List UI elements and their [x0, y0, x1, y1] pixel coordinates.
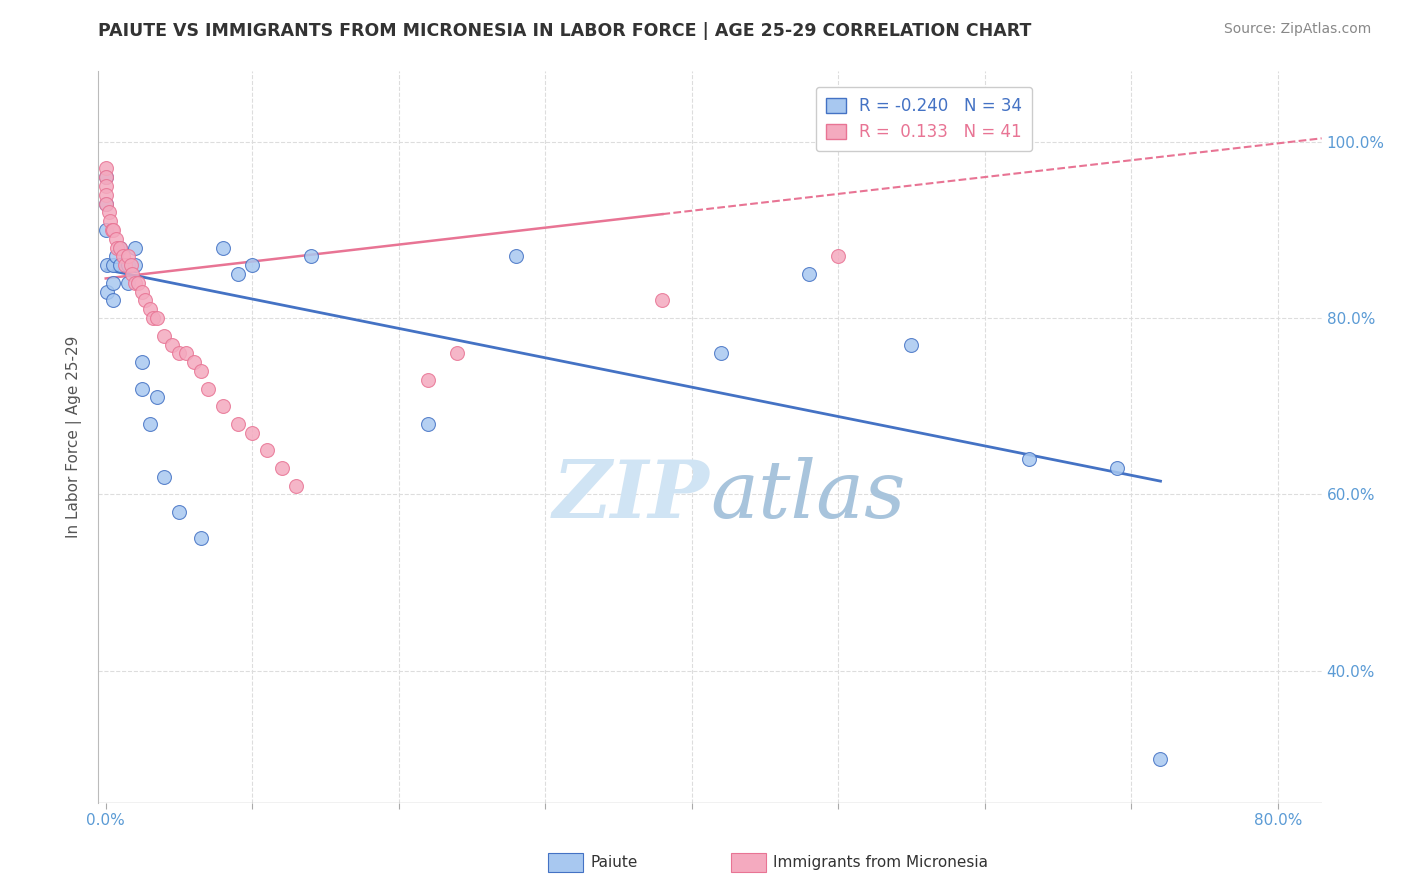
Point: [138, 417, 160, 431]
Point: [131, 355, 153, 369]
Point: [94, 170, 117, 185]
Point: [1018, 452, 1040, 467]
Point: [120, 258, 142, 272]
Point: [651, 293, 673, 308]
Point: [98, 214, 121, 228]
Point: [153, 469, 176, 483]
Point: [153, 328, 176, 343]
Point: [1149, 752, 1171, 766]
Point: [900, 337, 922, 351]
Point: [190, 364, 212, 378]
Point: [197, 382, 219, 396]
Text: ZIP: ZIP: [553, 457, 710, 534]
Point: [114, 258, 136, 272]
Point: [94, 196, 117, 211]
Point: [176, 346, 198, 360]
Point: [94, 196, 117, 211]
Y-axis label: In Labor Force | Age 25-29: In Labor Force | Age 25-29: [66, 336, 83, 538]
Point: [299, 249, 322, 263]
Point: [96, 285, 118, 299]
Point: [131, 285, 153, 299]
Text: Immigrants from Micronesia: Immigrants from Micronesia: [773, 855, 988, 870]
Point: [226, 417, 249, 431]
Point: [138, 302, 160, 317]
Point: [94, 223, 117, 237]
Point: [446, 346, 468, 360]
Point: [105, 249, 128, 263]
Point: [131, 382, 153, 396]
Point: [124, 241, 146, 255]
Point: [183, 355, 205, 369]
Point: [107, 241, 129, 255]
Point: [827, 249, 849, 263]
Point: [110, 241, 132, 255]
Point: [416, 373, 439, 387]
Point: [190, 532, 212, 546]
Point: [101, 276, 124, 290]
Point: [110, 241, 132, 255]
Point: [112, 249, 135, 263]
Point: [285, 478, 308, 492]
Point: [121, 267, 143, 281]
Point: [97, 205, 120, 219]
Point: [416, 417, 439, 431]
Text: atlas: atlas: [710, 457, 905, 534]
Point: [134, 293, 156, 308]
Point: [142, 311, 165, 326]
Point: [167, 346, 190, 360]
Text: PAIUTE VS IMMIGRANTS FROM MICRONESIA IN LABOR FORCE | AGE 25-29 CORRELATION CHAR: PAIUTE VS IMMIGRANTS FROM MICRONESIA IN …: [98, 22, 1032, 40]
Point: [117, 249, 139, 263]
Point: [110, 258, 132, 272]
Point: [100, 223, 122, 237]
Point: [117, 258, 139, 272]
Point: [256, 443, 278, 458]
Point: [270, 461, 292, 475]
Point: [797, 267, 820, 281]
Point: [117, 276, 139, 290]
Point: [101, 223, 124, 237]
Point: [101, 258, 124, 272]
Point: [212, 399, 235, 413]
Point: [1105, 461, 1128, 475]
Point: [240, 425, 263, 440]
Point: [124, 258, 146, 272]
Point: [94, 178, 117, 193]
Point: [101, 293, 124, 308]
Point: [160, 337, 183, 351]
Point: [105, 232, 128, 246]
Point: [127, 276, 149, 290]
Point: [212, 241, 235, 255]
Text: Paiute: Paiute: [591, 855, 638, 870]
Point: [94, 161, 117, 176]
Point: [710, 346, 733, 360]
Point: [94, 170, 117, 185]
Point: [167, 505, 190, 519]
Point: [96, 258, 118, 272]
Legend: R = -0.240   N = 34, R =  0.133   N = 41: R = -0.240 N = 34, R = 0.133 N = 41: [815, 87, 1032, 152]
Text: Source: ZipAtlas.com: Source: ZipAtlas.com: [1223, 22, 1371, 37]
Point: [124, 276, 146, 290]
Point: [94, 187, 117, 202]
Point: [146, 391, 169, 405]
Point: [505, 249, 527, 263]
Point: [226, 267, 249, 281]
Point: [240, 258, 263, 272]
Point: [146, 311, 169, 326]
